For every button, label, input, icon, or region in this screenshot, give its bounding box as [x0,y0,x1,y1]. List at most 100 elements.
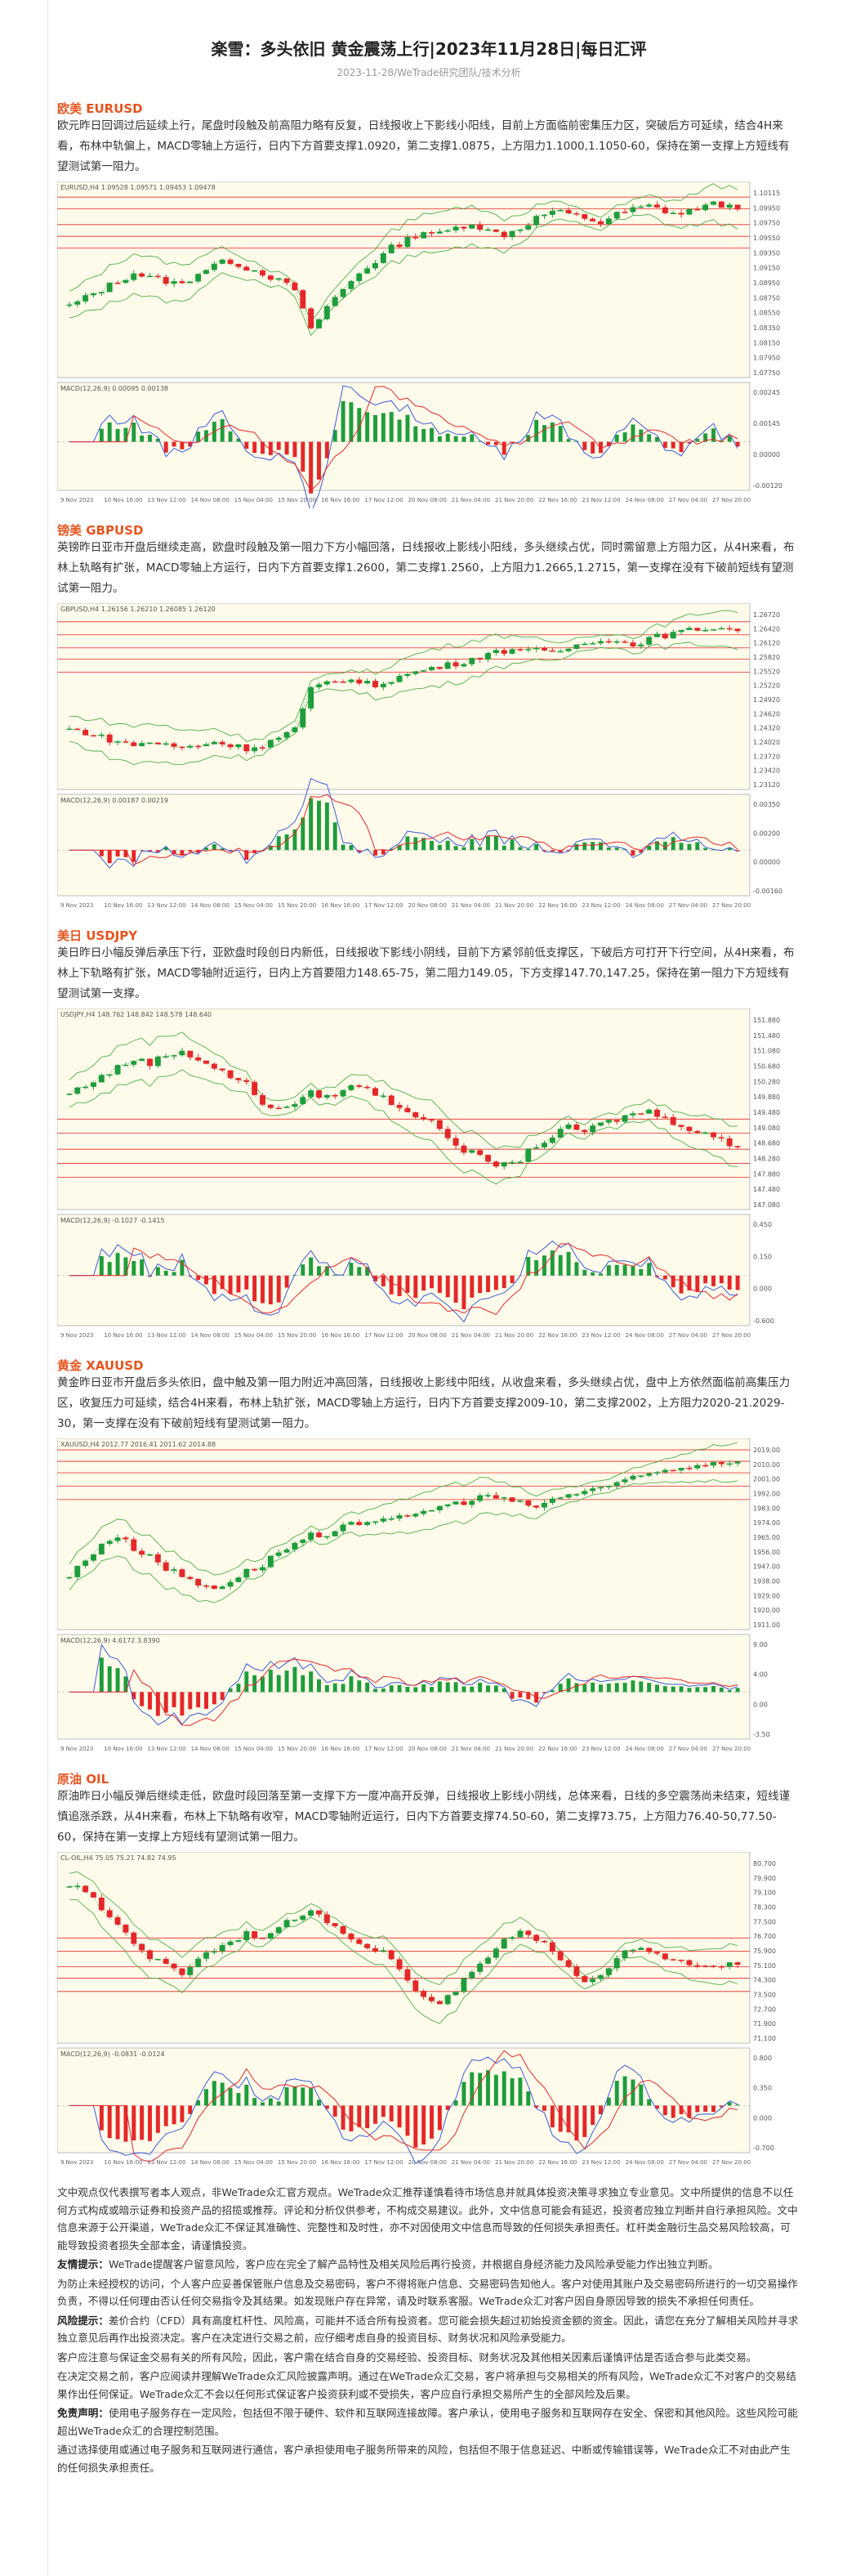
candle-body [267,1555,274,1568]
macd-axis-label: 9.00 [753,1641,768,1648]
candle-body [485,1957,491,1964]
section-body-eurusd: 欧元昨日回调过后延续上行，尾盘时段触及前高阻力略有反复，日线报收上下影线小阳线，… [57,119,790,173]
candle-body [98,734,105,736]
chart-header: GBPUSD,H4 1.26156 1.26210 1.26085 1.2612… [60,606,216,613]
macd-header: MACD(12,26,9) 0.00187 0.00219 [60,797,168,804]
candle-body [557,1952,564,1961]
disclaimer-p6: 在决定交易之前，客户应阅读并理解WeTrade众汇风险披露声明。通过在WeTra… [57,2370,796,2400]
candle-body [694,1465,701,1469]
candle-body [139,1058,145,1062]
candle-body [412,1111,419,1118]
price-axis-label: 1.09550 [753,235,780,242]
price-axis-label: 1.08150 [753,339,780,347]
disclaimer-p3: 为防止未经授权的访问，个人客户应妥善保管账户信息及交易密码，客户不得将账户信息、… [57,2277,798,2308]
candle-body [98,1544,105,1554]
candle-body [147,742,153,745]
candle-body [477,1495,484,1501]
candle-body [203,1060,209,1064]
candle-body [493,1495,499,1499]
candle-body [235,1940,242,1942]
macd-axis-label: 0.150 [753,1253,772,1260]
candle-body [243,1568,250,1578]
macd-axis-label: -3.50 [753,1731,770,1738]
candle-body [332,297,338,306]
candle-body [734,1461,741,1464]
candle-body [477,224,484,230]
candle-body [380,1950,386,1952]
price-axis-label: 1.23420 [753,767,780,775]
candle-body [613,641,620,643]
candle-body [260,1095,265,1105]
candle-body [356,1085,363,1087]
candle-body [163,1562,169,1571]
candle-body [292,1103,298,1107]
candle-body [179,746,185,749]
time-axis-label: 16 Nov 16:00 [321,2159,359,2166]
section-body-usdjpy: 美日昨日小幅反弹后承压下行，亚欧盘时段创日内新低，日线报收下影线小阴线，目前下方… [57,946,795,1000]
candle-body [348,280,354,289]
candle-body [549,1942,555,1952]
candle-body [154,1056,161,1067]
candle-body [211,1951,217,1953]
candle-body [436,231,443,234]
candle-body [702,204,709,211]
time-axis-label: 24 Nov 08:00 [626,2159,664,2166]
candle-body [260,1567,265,1571]
candle-body [630,207,636,212]
candle-body [718,201,724,208]
candle-body [477,658,484,660]
time-axis-label: 15 Nov 04:00 [234,1332,273,1339]
macd-line [69,777,738,869]
candle-body [300,290,306,309]
price-axis-label: 1.24020 [753,739,780,746]
candle-body [485,653,491,660]
candle-body [203,270,209,275]
time-axis-label: 13 Nov 12:00 [147,2159,185,2166]
price-axis-label: 1.08550 [753,310,780,317]
section-body-oil: 原油昨日小幅反弹后继续走低，欧盘时段回落至第一支撑下方一度冲高开反弹，日线报收上… [57,1790,791,1844]
section-body-xauusd: 黄金昨日亚市开盘后多头依旧，盘中触及第一阻力附近冲高回落，日线报收上影线中阳线，… [57,1376,791,1430]
chart-gbpusd: GBPUSD,H4 1.26156 1.26210 1.26085 1.2612… [57,603,800,914]
time-axis-label: 10 Nov 16:00 [104,1332,142,1339]
chart-oil: CL-OIL,H4 75.05 75.21 74.82 74.95 MACD(12… [57,1852,800,2171]
time-axis-label: 21 Nov 20:00 [495,1746,533,1752]
macd-axis-label: 0.000 [753,1286,772,1293]
candle-body [565,1125,572,1129]
candle-body [582,643,588,646]
candle-body [517,649,524,651]
price-axis-label: 1.07750 [753,369,780,377]
price-axis-label: 1.26720 [753,611,780,619]
candle-body [421,1991,427,1997]
candle-body [283,1550,290,1553]
candle-body [372,681,378,687]
macd-axis-label: -0.00160 [753,888,782,895]
candle-body [654,204,660,208]
candle-body [372,1948,378,1952]
candle-body [372,1088,378,1096]
candle-body [542,1143,547,1147]
candle-body [163,276,169,284]
candle-body [444,1504,451,1506]
candle-body [131,1539,137,1551]
price-axis-label: 1.26420 [753,625,780,633]
price-axis-label: 1911.00 [753,1621,780,1629]
candle-body [98,1897,105,1911]
time-axis-label: 24 Nov 08:00 [626,1332,664,1339]
price-axis-label: 1929.00 [753,1592,780,1599]
candle-body [323,681,330,685]
candle-body [670,1469,676,1472]
candle-body [211,1063,217,1069]
macd-axis-label: -0.700 [753,2144,774,2152]
bollinger-upper [69,1871,738,1986]
macd-line [69,2056,738,2164]
candle-body [219,1068,225,1071]
candle-body [646,1473,653,1476]
time-axis-label: 27 Nov 04:00 [669,1332,707,1339]
candle-body [702,1132,709,1134]
candle-body [686,1126,693,1131]
bollinger-lower [69,1478,738,1603]
candle-body [654,1952,660,1954]
macd-axis-label: 0.00 [753,1701,768,1708]
candle-body [252,1931,258,1938]
price-axis-label: 1.07950 [753,355,780,362]
